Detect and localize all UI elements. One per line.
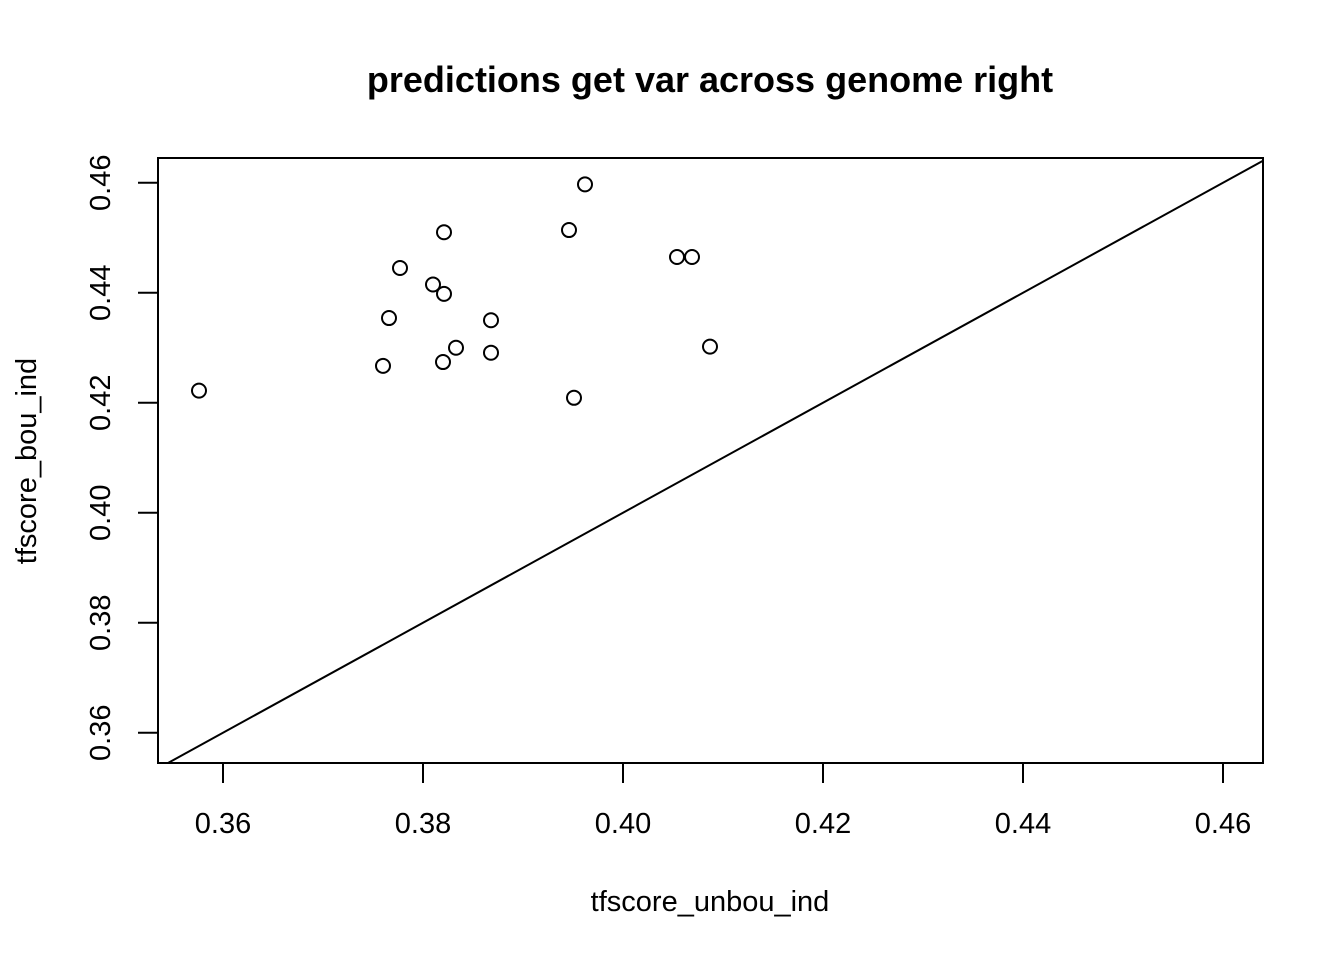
data-point <box>392 260 408 276</box>
x-tick-label: 0.38 <box>395 808 451 840</box>
data-point <box>448 339 464 356</box>
y-tick-label: 0.42 <box>85 375 117 431</box>
y-axis: 0.36 0.38 0.40 0.42 0.44 0.46 <box>85 155 158 761</box>
data-point <box>436 224 452 241</box>
data-point <box>684 249 700 265</box>
plot-frame <box>157 157 1264 764</box>
data-point <box>436 285 452 302</box>
data-point <box>435 354 451 371</box>
chart-title: predictions get var across genome right <box>367 59 1053 100</box>
x-tick-label: 0.44 <box>995 808 1051 840</box>
data-point <box>566 389 582 406</box>
data-point <box>381 310 397 327</box>
y-tick-label: 0.40 <box>85 485 117 541</box>
data-point <box>191 382 207 399</box>
data-point <box>425 276 441 293</box>
y-axis-label: tfscore_bou_ind <box>11 358 43 564</box>
data-point <box>577 176 593 193</box>
plot-area <box>157 157 1264 764</box>
x-tick-label: 0.42 <box>795 808 851 840</box>
x-axis: 0.36 0.38 0.40 0.42 0.44 0.46 <box>195 763 1251 840</box>
data-point <box>483 312 499 329</box>
data-point <box>561 222 577 239</box>
data-point <box>702 338 718 355</box>
reference-line-group <box>167 159 1264 764</box>
y-tick-label: 0.46 <box>85 155 117 211</box>
identity-line <box>167 159 1264 764</box>
x-axis-label: tfscore_unbou_ind <box>591 886 830 918</box>
y-tick-label: 0.38 <box>85 595 117 651</box>
data-point <box>483 344 499 361</box>
points-group <box>191 176 718 406</box>
y-tick-label: 0.36 <box>85 705 117 761</box>
x-tick-label: 0.46 <box>1195 808 1251 840</box>
data-point <box>375 357 391 374</box>
x-tick-label: 0.36 <box>195 808 251 840</box>
x-tick-label: 0.40 <box>595 808 651 840</box>
y-tick-label: 0.44 <box>85 265 117 321</box>
